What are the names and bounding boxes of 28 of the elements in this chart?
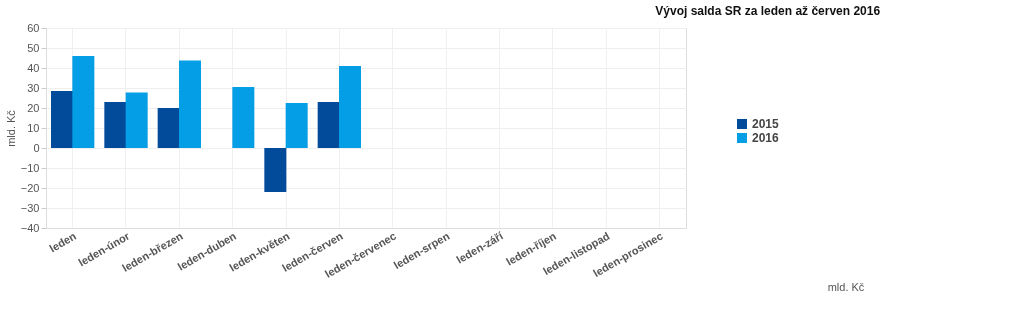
y-tick-label: −10 (20, 161, 40, 174)
y-tick-label: −30 (20, 201, 40, 214)
bar (264, 148, 287, 192)
y-tick-label: −20 (20, 181, 40, 194)
bar (104, 102, 127, 148)
text: Vývoj salda SR za leden až červen 2016 (655, 4, 881, 18)
y-tick-label: 60 (27, 21, 40, 34)
bar (232, 87, 255, 148)
y-tick-label: 0 (33, 141, 40, 154)
y-tick-label: 50 (27, 41, 40, 54)
y-tick-label: 10 (27, 121, 40, 134)
bar (285, 103, 308, 148)
bar (339, 66, 361, 148)
legend-label: 2015 (752, 117, 780, 131)
bar (72, 56, 95, 148)
y-axis-title: mld. Kč (4, 109, 17, 147)
bar (179, 60, 201, 148)
x-tick-label: leden (47, 229, 79, 255)
text: mld. Kč (827, 281, 865, 293)
y-tick-label: 40 (27, 61, 40, 74)
y-tick-label: 30 (27, 81, 40, 94)
bar (125, 92, 148, 148)
bar (317, 102, 340, 148)
y-tick-label: −40 (20, 221, 40, 234)
legend-label: 2016 (752, 131, 780, 145)
bar (157, 108, 180, 148)
bar (51, 91, 73, 148)
y-tick-label: 20 (27, 101, 40, 114)
